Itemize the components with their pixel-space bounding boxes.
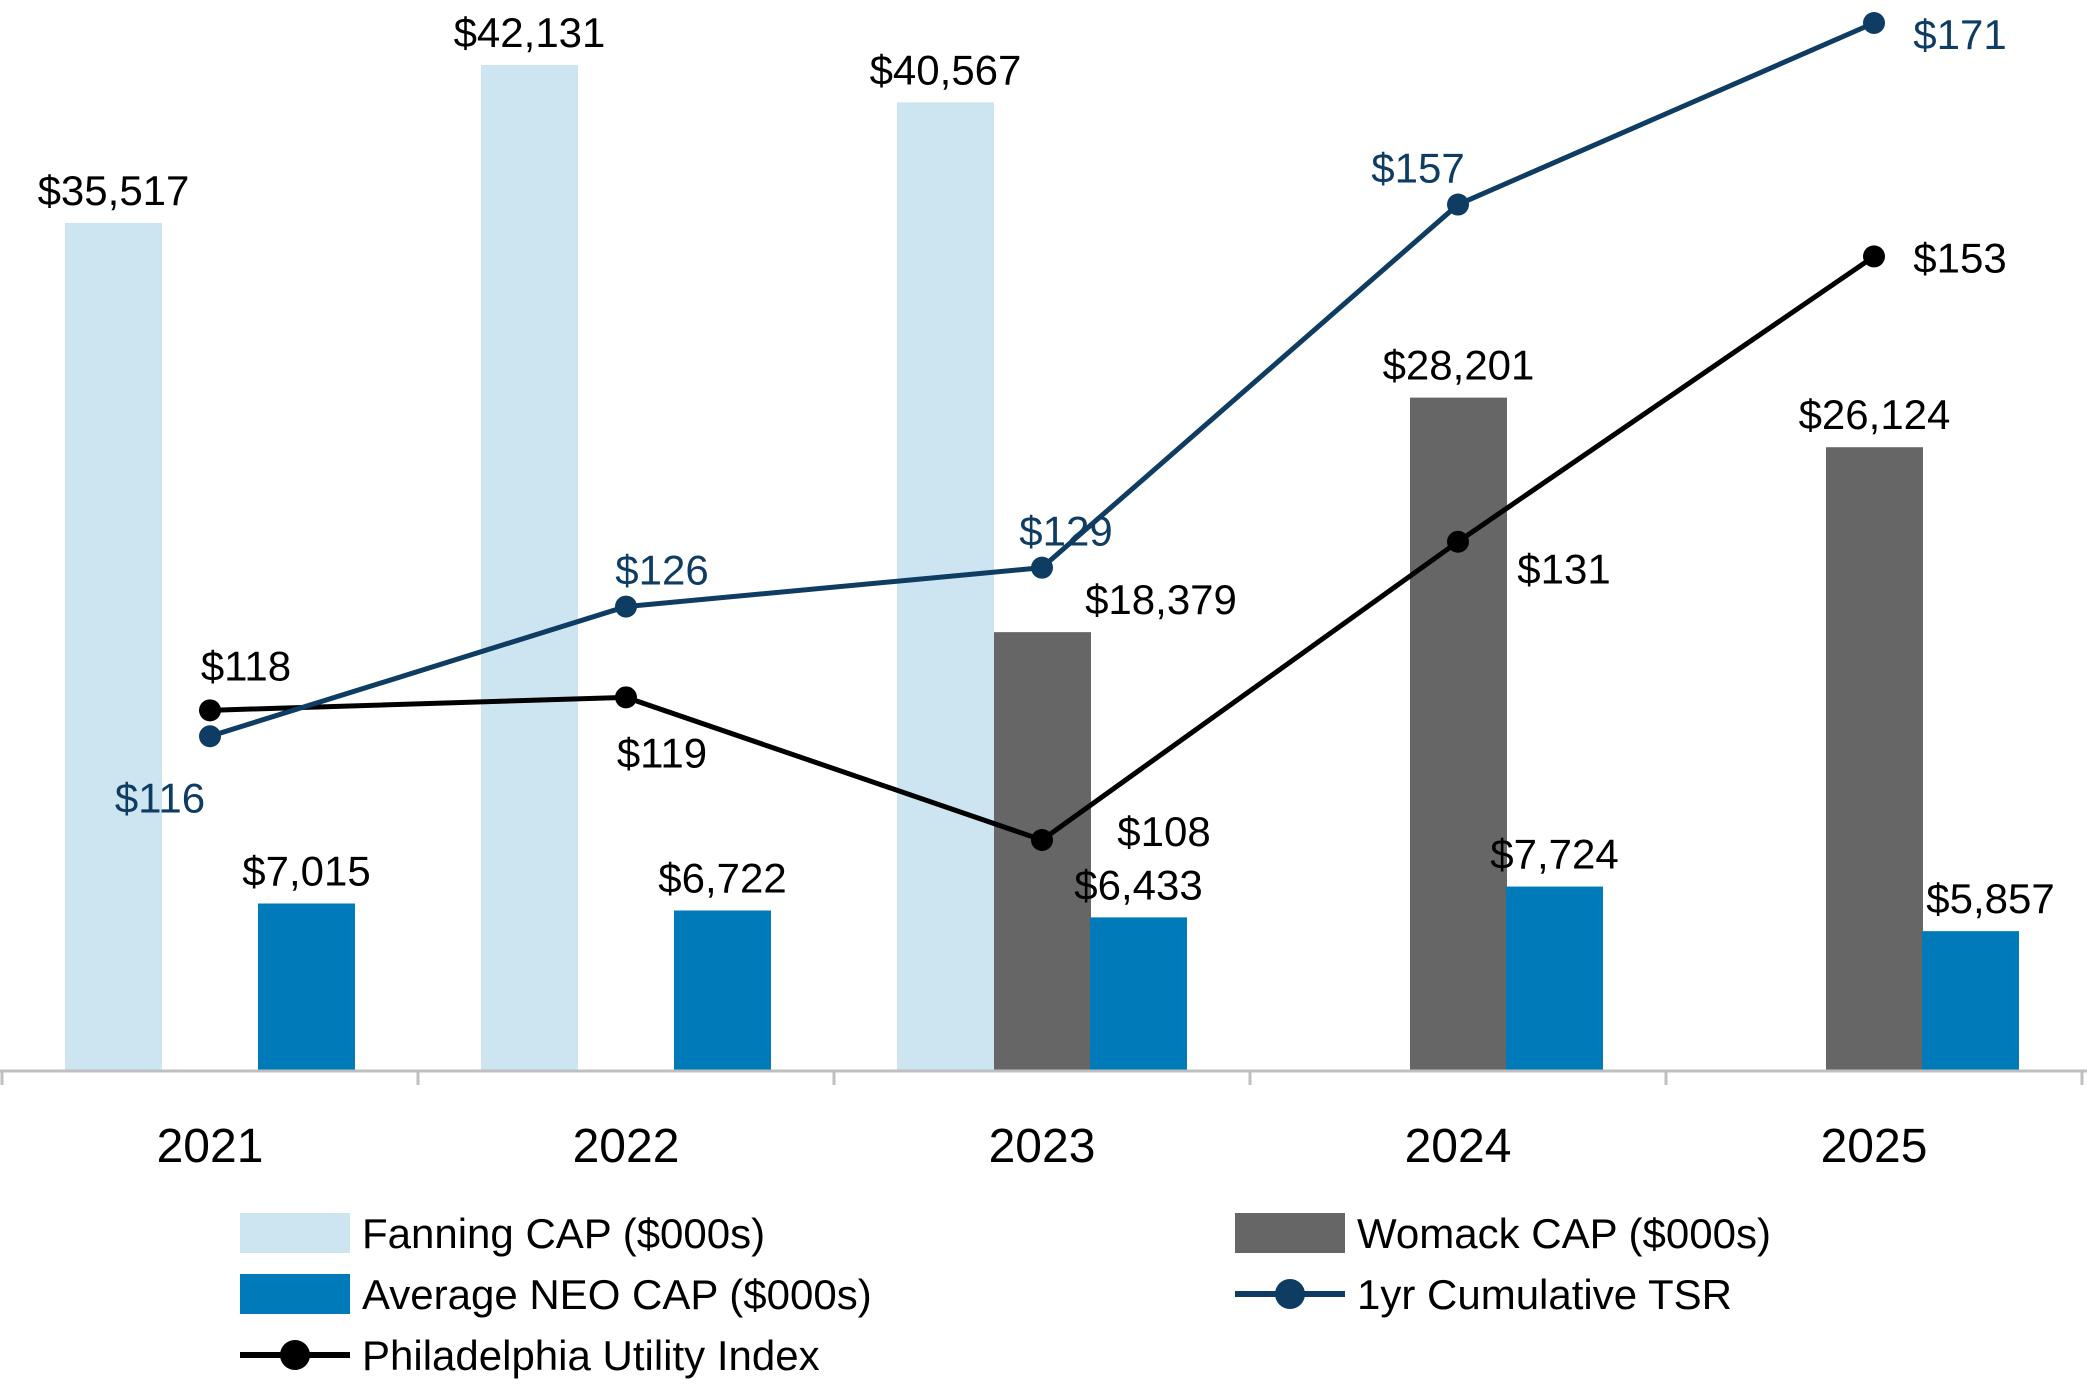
legend-swatch-average-neo-cap-000s xyxy=(240,1274,350,1314)
womack-bar-2025 xyxy=(1826,447,1923,1071)
fanning-label-2023: $40,567 xyxy=(870,46,1022,93)
fanning-bar-2022 xyxy=(481,65,578,1071)
legend-marker-1yr-cumulative-tsr xyxy=(1275,1279,1305,1309)
womack-bar-2023 xyxy=(994,632,1091,1071)
neo-bar-2025 xyxy=(1922,931,2019,1071)
neo-bar-2021 xyxy=(258,903,355,1071)
tsr-label-2021: $116 xyxy=(115,774,205,821)
tsr-point-2025 xyxy=(1863,12,1885,34)
legend-marker-philadelphia-utility-index xyxy=(280,1340,310,1370)
neo-label-2023: $6,433 xyxy=(1074,861,1202,908)
legend-label-womack-cap-000s: Womack CAP ($000s) xyxy=(1357,1210,1771,1257)
bars-layer xyxy=(65,65,2019,1072)
womack-bar-2024 xyxy=(1410,397,1507,1071)
philadelphia-label-2023: $108 xyxy=(1117,808,1210,855)
fanning-bar-2023 xyxy=(897,102,994,1072)
neo-bar-2024 xyxy=(1506,886,1603,1071)
philadelphia-index-point-2023 xyxy=(1031,829,1053,851)
neo-bar-2022 xyxy=(674,910,771,1071)
neo-label-2024: $7,724 xyxy=(1490,831,1618,878)
neo-label-2025: $5,857 xyxy=(1926,875,2054,922)
tsr-label-2025: $171 xyxy=(1913,11,2006,58)
x-tick-label-2023: 2023 xyxy=(989,1120,1096,1173)
womack-label-2024: $28,201 xyxy=(1383,342,1535,389)
fanning-label-2022: $42,131 xyxy=(454,9,606,56)
tsr-label-2022: $126 xyxy=(615,547,708,594)
x-tick-label-2024: 2024 xyxy=(1405,1120,1512,1173)
x-tick-label-2022: 2022 xyxy=(573,1120,680,1173)
legend-label-philadelphia-utility-index: Philadelphia Utility Index xyxy=(362,1332,820,1379)
philadelphia-label-2022: $119 xyxy=(617,729,707,776)
philadelphia-index-point-2025 xyxy=(1863,245,1885,268)
tsr-label-2024: $157 xyxy=(1371,145,1464,192)
tsr-label-2023: $129 xyxy=(1019,508,1112,555)
legend-swatch-womack-cap-000s xyxy=(1235,1213,1345,1253)
womack-label-2025: $26,124 xyxy=(1799,391,1951,438)
legend-label-fanning-cap-000s: Fanning CAP ($000s) xyxy=(362,1210,765,1257)
legend-swatch-fanning-cap-000s xyxy=(240,1213,350,1253)
philadelphia-index-point-2022 xyxy=(615,686,637,709)
tsr-point-2024 xyxy=(1447,193,1469,216)
tsr-point-2022 xyxy=(615,595,637,618)
tsr-line xyxy=(209,20,1875,739)
tsr-point-2023 xyxy=(1031,556,1053,579)
legend-label-average-neo-cap-000s: Average NEO CAP ($000s) xyxy=(362,1271,872,1318)
x-tick-label-2025: 2025 xyxy=(1821,1120,1928,1173)
philadelphia-index-point-2021 xyxy=(199,699,221,722)
philadelphia-index-point-2024 xyxy=(1447,530,1469,553)
data-labels-layer: $35,517 $42,131 $40,567 $18,379 $28,201 $26,1… xyxy=(38,9,2055,922)
philadelphia-label-2024: $131 xyxy=(1517,546,1610,593)
fanning-label-2021: $35,517 xyxy=(38,167,190,214)
fanning-bar-2021 xyxy=(65,222,162,1071)
neo-bar-2023 xyxy=(1090,917,1187,1071)
x-tick-label-2021: 2021 xyxy=(157,1120,264,1173)
womack-label-2023: $18,379 xyxy=(1085,576,1237,623)
legend-label-1yr-cumulative-tsr: 1yr Cumulative TSR xyxy=(1357,1271,1732,1318)
philadelphia-label-2021: $118 xyxy=(201,642,291,689)
lines-layer xyxy=(199,12,1885,851)
tsr-point-2021 xyxy=(199,725,221,748)
neo-label-2022: $6,722 xyxy=(658,854,786,901)
x-axis: 2021 2022 2023 2024 2025 xyxy=(0,1069,2087,1173)
neo-label-2021: $7,015 xyxy=(242,847,370,894)
legend: Fanning CAP ($000s) Womack CAP ($000s) Ave… xyxy=(240,1210,1771,1379)
philadelphia-label-2025: $153 xyxy=(1913,234,2006,281)
